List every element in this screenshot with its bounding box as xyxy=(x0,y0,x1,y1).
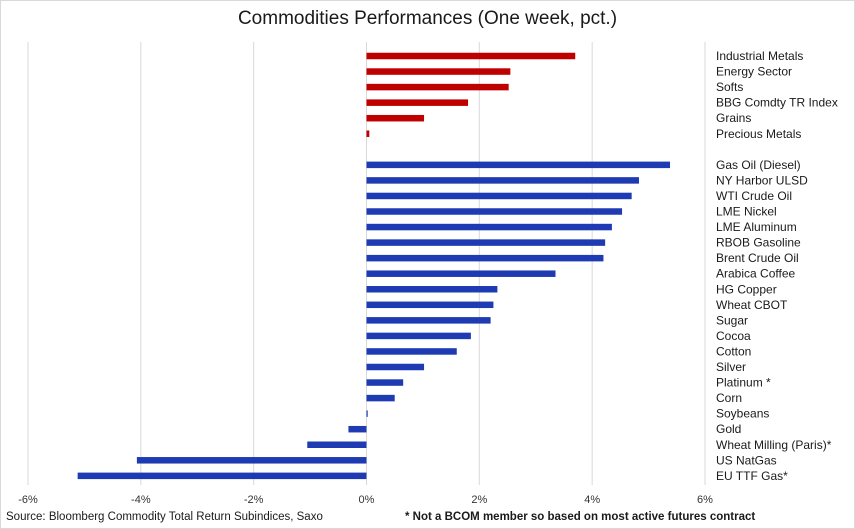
category-label: Cocoa xyxy=(716,329,751,343)
bar xyxy=(366,192,632,200)
bar xyxy=(366,317,491,324)
category-label: Soybeans xyxy=(716,407,769,421)
bar xyxy=(307,441,367,448)
x-tick-label: -4% xyxy=(131,494,151,506)
bar xyxy=(366,332,471,340)
category-label: LME Nickel xyxy=(716,205,777,219)
category-label: Corn xyxy=(716,391,742,405)
source-note: Source: Bloomberg Commodity Total Return… xyxy=(6,511,323,523)
category-label: Gold xyxy=(716,422,741,436)
category-label: WTI Crude Oil xyxy=(716,189,792,203)
category-label: Wheat Milling (Paris)* xyxy=(716,438,832,452)
bar xyxy=(348,425,367,433)
category-label: Silver xyxy=(716,360,746,374)
bar xyxy=(366,114,425,122)
bar xyxy=(366,52,576,60)
chart-title: Commodities Performances (One week, pct.… xyxy=(237,8,618,29)
x-tick-label: -2% xyxy=(244,494,264,506)
bar xyxy=(366,286,498,293)
category-label: EU TTF Gas* xyxy=(716,469,788,483)
category-label: Brent Crude Oil xyxy=(716,251,799,265)
bar xyxy=(366,410,368,417)
category-label: LME Aluminum xyxy=(716,220,797,234)
bar xyxy=(366,254,604,262)
bar xyxy=(366,161,671,169)
category-label: RBOB Gasoline xyxy=(716,236,801,250)
category-label: Gas Oil (Diesel) xyxy=(716,158,801,172)
category-label: BBG Comdty TR Index xyxy=(716,96,838,110)
category-label: Platinum * xyxy=(716,376,771,390)
category-label: HG Copper xyxy=(716,282,777,296)
x-tick-label: 2% xyxy=(471,494,487,506)
x-tick-label: 0% xyxy=(359,494,375,506)
x-tick-label: 4% xyxy=(584,494,600,506)
bar xyxy=(366,394,395,402)
bar xyxy=(136,457,367,464)
category-label: Sugar xyxy=(716,313,748,327)
bar xyxy=(366,239,606,246)
category-label: Wheat CBOT xyxy=(716,298,788,312)
bar xyxy=(366,99,469,106)
bar xyxy=(366,177,639,184)
bar xyxy=(366,270,556,277)
x-tick-label: -6% xyxy=(18,494,38,506)
category-label: Precious Metals xyxy=(716,127,801,141)
category-label: Cotton xyxy=(716,344,751,358)
bar xyxy=(366,363,425,371)
x-tick-label: 6% xyxy=(697,494,713,506)
bar xyxy=(366,301,494,309)
category-label: Softs xyxy=(716,80,743,94)
bar xyxy=(366,208,623,215)
bar xyxy=(366,83,509,91)
bar xyxy=(366,348,457,355)
bar xyxy=(366,68,511,75)
category-label: Arabica Coffee xyxy=(716,267,795,281)
category-label: Energy Sector xyxy=(716,65,792,79)
bar xyxy=(366,379,404,386)
footnote: * Not a BCOM member so based on most act… xyxy=(405,511,756,523)
category-label: US NatGas xyxy=(716,453,777,467)
category-label: Industrial Metals xyxy=(716,49,803,63)
bar xyxy=(77,472,367,480)
category-label: NY Harbor ULSD xyxy=(716,173,808,187)
bar xyxy=(366,223,612,231)
bar xyxy=(366,130,370,137)
category-label: Grains xyxy=(716,111,751,125)
